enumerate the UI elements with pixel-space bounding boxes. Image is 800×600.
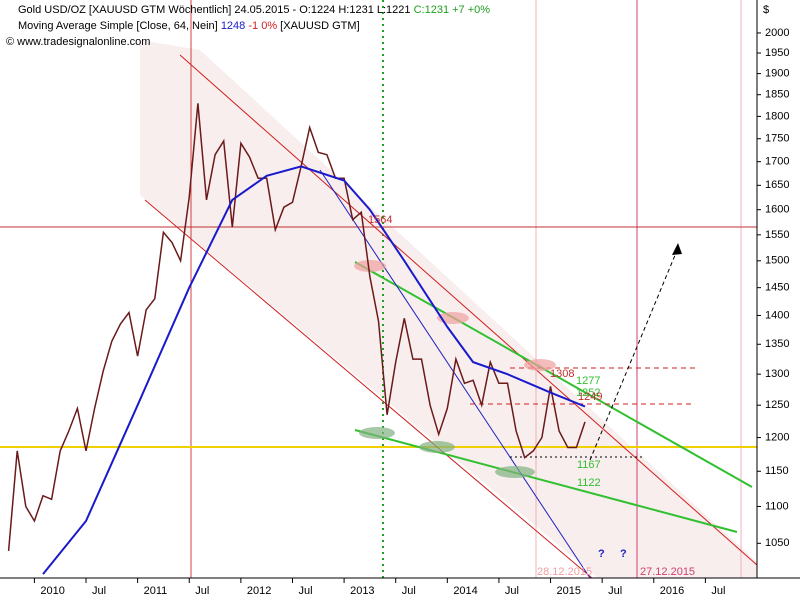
ma-value: 1248 (221, 20, 245, 32)
x-tick-label: 2016 (660, 585, 684, 597)
arrow-head (672, 243, 682, 255)
x-tick-label: 2015 (557, 585, 581, 597)
copyright: © www.tradesignalonline.com (6, 36, 150, 48)
ma-change: -1 0% (248, 20, 277, 32)
annotation: 28.12.2015 (537, 566, 592, 578)
header-line: Moving Average Simple [Close, 64, Nein] … (18, 20, 360, 32)
series-name: Gold USD/OZ [XAUUSD GTM Wöchentlich] 24.… (18, 4, 296, 16)
annotation: 1122 (577, 477, 601, 489)
x-tick-label: Jul (402, 585, 416, 597)
channel-shade (140, 40, 757, 578)
x-tick-label: 2012 (247, 585, 271, 597)
annotation: 27.12.2015 (640, 566, 695, 578)
y-tick-label: 2000 (765, 27, 789, 39)
y-tick-label: 1850 (765, 89, 789, 101)
annotation: 1167 (577, 459, 601, 471)
y-unit: $ (763, 4, 769, 16)
y-tick-label: 1450 (765, 282, 789, 294)
trend-line (354, 261, 753, 488)
y-axis-panel (757, 0, 800, 600)
plot (7, 103, 586, 575)
y-tick-label: 1500 (765, 255, 789, 267)
x-tick-label: 2011 (144, 585, 168, 597)
y-tick-label: 1800 (765, 110, 789, 122)
y-tick-label: 1650 (765, 179, 789, 191)
ma-symbol: [XAUUSD GTM] (280, 20, 359, 32)
annotation: ? (598, 548, 605, 560)
x-tick-label: Jul (298, 585, 312, 597)
trend-line (179, 54, 758, 566)
y-tick-label: 1250 (765, 399, 789, 411)
y-tick-label: 1200 (765, 431, 789, 443)
y-tick-label: 1400 (765, 309, 789, 321)
series-line (42, 165, 586, 575)
y-tick-label: 1050 (765, 537, 789, 549)
x-tick-label: Jul (711, 585, 725, 597)
header-line: Gold USD/OZ [XAUUSD GTM Wöchentlich] 24.… (18, 4, 490, 16)
annotation: 1277 (576, 375, 600, 387)
annotation: ? (620, 548, 627, 560)
close: C:1231 +7 +0% (414, 4, 491, 16)
x-tick-label: Jul (195, 585, 209, 597)
annotation: 1308 (550, 368, 574, 380)
annotation: 1252 (576, 387, 600, 399)
y-tick-label: 1900 (765, 67, 789, 79)
y-tick-label: 1750 (765, 133, 789, 145)
highlight (437, 312, 469, 324)
highlight (354, 260, 386, 272)
y-tick-label: 1150 (765, 465, 789, 477)
forecast-arrow (589, 247, 679, 461)
y-tick-label: 1100 (765, 500, 789, 512)
x-tick-label: Jul (505, 585, 519, 597)
y-tick-label: 1550 (765, 229, 789, 241)
annotation: 1564 (368, 214, 392, 226)
x-tick-label: Jul (608, 585, 622, 597)
trend-line (354, 429, 738, 533)
series-line (7, 103, 586, 551)
x-tick-label: 2014 (453, 585, 477, 597)
y-tick-label: 1300 (765, 368, 789, 380)
y-tick-label: 1600 (765, 204, 789, 216)
y-tick-label: 1700 (765, 156, 789, 168)
highlight (524, 359, 556, 371)
series-name: Moving Average Simple [Close, 64, Nein] (18, 20, 218, 32)
highlight (359, 427, 395, 439)
trend-line (144, 199, 593, 579)
x-tick-label: 2013 (350, 585, 374, 597)
annotation: 1249 (578, 391, 602, 403)
ohl: O:1224 H:1231 L:1221 (299, 4, 410, 16)
highlight (419, 441, 455, 453)
y-tick-label: 1350 (765, 338, 789, 350)
x-tick-label: 2010 (40, 585, 64, 597)
highlight (495, 466, 535, 478)
x-tick-label: Jul (92, 585, 106, 597)
y-tick-label: 1950 (765, 47, 789, 59)
